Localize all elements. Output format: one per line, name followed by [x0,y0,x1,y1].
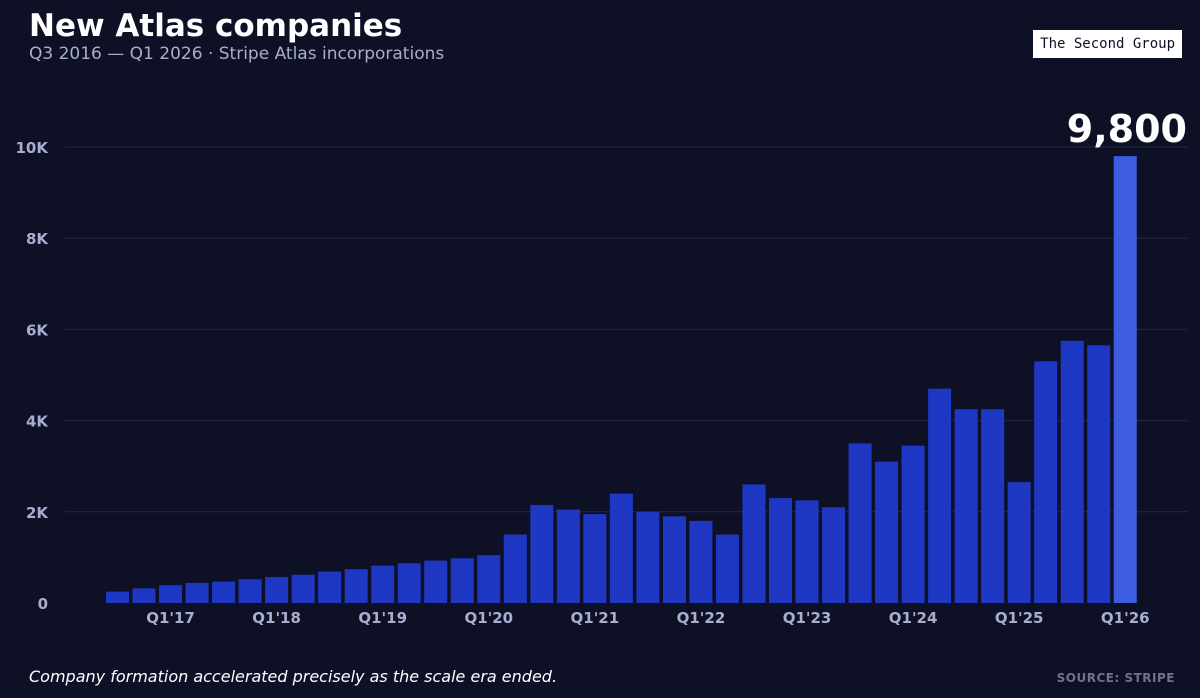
bar [238,579,262,603]
bar [185,582,209,603]
bar [424,560,448,603]
y-tick-label: 2K [26,504,49,522]
bar [795,500,819,603]
bar [954,409,978,603]
footnote: Company formation accelerated precisely … [29,667,558,686]
x-tick-label: Q1'24 [889,609,938,627]
bar [1060,340,1084,603]
y-tick-label: 6K [26,321,49,339]
bar [822,507,846,603]
bar [1087,345,1111,603]
brand-badge: The Second Group [1033,30,1182,58]
source-label: SOURCE: STRIPE [1056,671,1175,685]
x-tick-label: Q1'19 [358,609,407,627]
bar [662,516,686,603]
x-tick-label: Q1'22 [677,609,726,627]
bar [742,484,766,603]
data-label: 9,800 [1067,107,1187,151]
y-tick-label: 10K [16,139,50,157]
bar [371,565,395,603]
bar [1113,156,1137,603]
bar [106,591,129,603]
bar [848,443,872,603]
x-tick-label: Q1'20 [464,609,513,627]
bar [583,514,607,603]
x-tick-label: Q1'17 [146,609,195,627]
y-tick-label: 4K [26,413,49,431]
bar [291,574,315,603]
bar [318,571,342,603]
bar [769,498,792,603]
x-tick-label: Q1'23 [783,609,832,627]
x-tick-label: Q1'25 [995,609,1044,627]
bar [875,461,899,603]
bar [928,388,952,603]
bar [397,563,421,603]
bar [901,445,925,603]
bar [344,569,368,603]
bar [636,511,660,603]
bar [503,534,527,603]
bar [450,558,474,603]
bar [689,520,713,603]
x-tick-label: Q1'26 [1101,609,1150,627]
bar [981,409,1005,603]
page-subtitle: Q3 2016 — Q1 2026 · Stripe Atlas incorpo… [29,44,445,64]
bar [1007,482,1031,603]
bar [265,577,289,603]
x-tick-label: Q1'21 [571,609,620,627]
bar [556,509,580,603]
bar [609,493,633,603]
y-tick-label: 0 [38,595,48,613]
page-title: New Atlas companies [29,8,403,44]
bar [1034,361,1058,603]
bar [212,581,236,603]
y-tick-label: 8K [26,230,49,248]
bar [530,504,554,603]
bar [477,555,501,603]
bar [715,534,739,603]
bar [159,585,183,603]
bar [132,588,156,603]
x-tick-label: Q1'18 [252,609,301,627]
